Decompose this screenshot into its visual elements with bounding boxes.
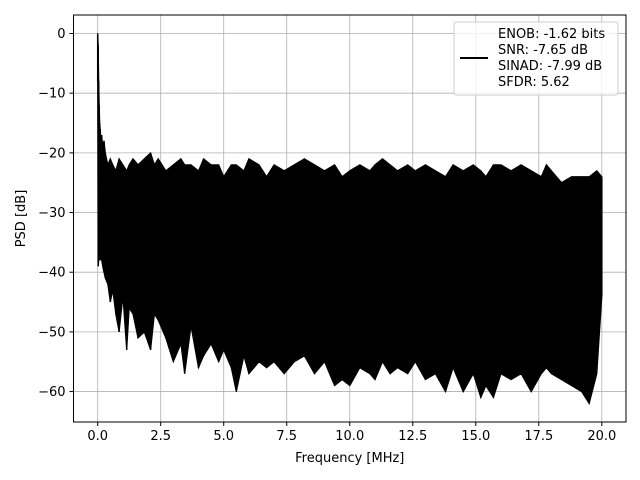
x-tick-label: 2.5 [150,429,171,444]
y-axis-ticks: 0 −10 −20 −30 −40 −50 −60 [38,27,74,400]
legend-entry-sfdr: SFDR: 5.62 [498,75,570,90]
y-tick-label: −40 [38,266,65,281]
legend-entry-snr: SNR: -7.65 dB [498,43,588,58]
legend-entry-sinad: SINAD: -7.99 dB [498,59,602,74]
y-tick-label: −20 [38,146,65,161]
x-tick-label: 15.0 [461,429,490,444]
x-tick-label: 10.0 [335,429,364,444]
x-axis-label: Frequency [MHz] [295,451,404,466]
y-tick-label: 0 [57,27,65,42]
y-tick-label: −50 [38,325,65,340]
y-tick-label: −30 [38,206,65,221]
x-tick-label: 17.5 [524,429,553,444]
y-tick-label: −60 [38,385,65,400]
legend: ENOB: -1.62 bits SNR: -7.65 dB SINAD: -7… [453,21,619,96]
psd-spikes [96,33,603,404]
legend-entry-enob: ENOB: -1.62 bits [498,27,605,42]
series-layer [96,33,603,405]
y-axis-label: PSD [dB] [14,190,29,248]
x-tick-label: 0.0 [87,429,108,444]
legend-box [453,21,619,96]
y-tick-label: −10 [38,87,65,102]
x-tick-label: 20.0 [587,429,616,444]
x-tick-label: 5.0 [213,429,234,444]
x-axis-ticks: 0.0 2.5 5.0 7.5 10.0 12.5 15.0 17.5 20.0 [87,422,616,444]
x-tick-label: 7.5 [276,429,297,444]
x-tick-label: 12.5 [398,429,427,444]
